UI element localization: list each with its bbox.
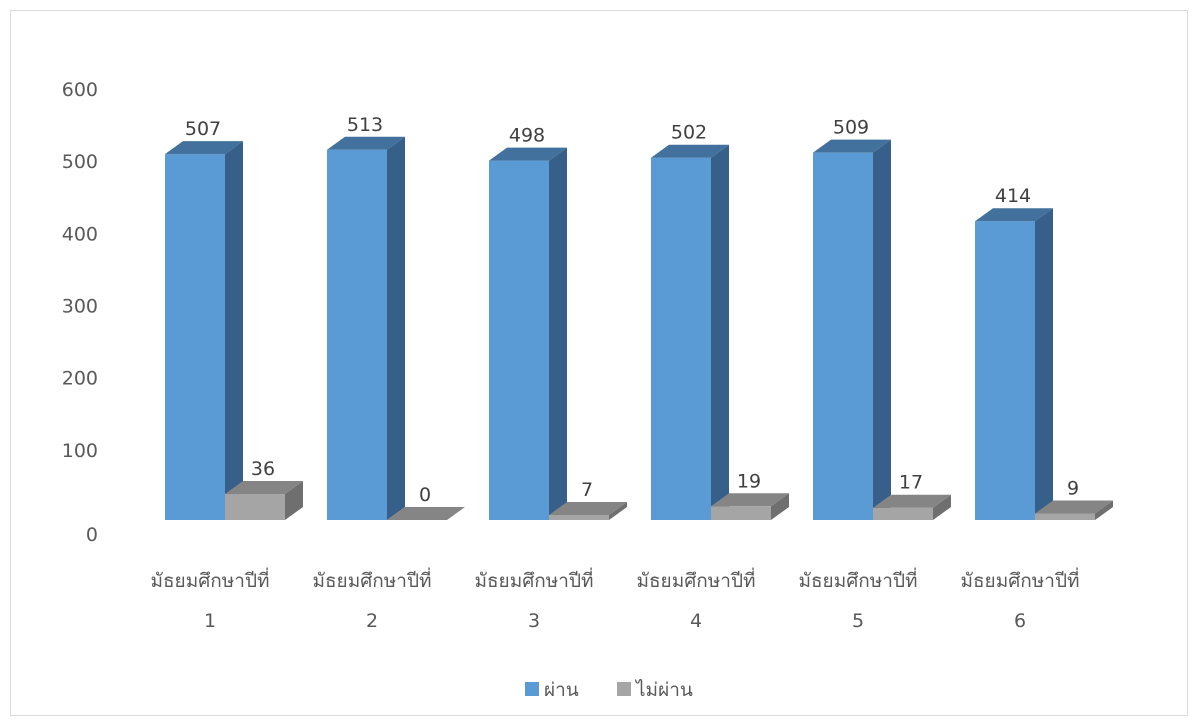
category-label: มัธยมศึกษาปีที่ [636, 567, 755, 592]
category-number: 1 [204, 610, 216, 632]
bar-pass [165, 154, 225, 521]
bar-side-pass [387, 136, 405, 520]
bar-side-fail [933, 494, 951, 520]
y-tick-label: 300 [62, 296, 98, 318]
bar-top-fail [225, 481, 303, 495]
bar-side-fail [771, 493, 789, 520]
bar-top-fail [387, 507, 465, 520]
data-label: 7 [581, 479, 593, 501]
y-tick-label: 600 [62, 79, 98, 101]
bar-top-fail [1035, 500, 1113, 514]
data-label: 0 [419, 484, 431, 506]
y-tick-label: 500 [62, 151, 98, 173]
data-label: 414 [995, 185, 1031, 207]
bar-top-fail [873, 494, 951, 508]
bar-top-pass [813, 139, 891, 153]
category-label: มัธยมศึกษาปีที่ [150, 567, 269, 592]
bar-side-fail [1095, 500, 1113, 520]
bar-side-fail [285, 481, 303, 520]
data-label: 498 [509, 125, 545, 147]
category-number: 5 [852, 610, 864, 632]
category-number: 2 [366, 610, 378, 632]
category-number: 4 [690, 610, 702, 632]
y-tick-label: 400 [62, 223, 98, 245]
bar-fail [549, 514, 609, 520]
bar-top-fail [549, 501, 627, 515]
bar-pass [813, 152, 873, 520]
category-label: มัธยมศึกษาปีที่ [474, 567, 593, 592]
data-label: 513 [347, 114, 383, 136]
data-label: 19 [737, 470, 761, 492]
data-label: 9 [1067, 478, 1079, 500]
bar-side-pass [1035, 208, 1053, 521]
data-label: 36 [251, 458, 275, 480]
bar-side-pass [873, 139, 891, 520]
bar-fail [711, 506, 771, 520]
y-tick-label: 0 [86, 524, 98, 546]
legend-label: ไม่ผ่าน [634, 679, 693, 701]
bar-pass [975, 221, 1035, 521]
bar-side-pass [225, 141, 243, 521]
category-number: 6 [1014, 610, 1026, 632]
bar-side-pass [549, 147, 567, 521]
data-label: 502 [671, 122, 707, 144]
legend-swatch-pass [525, 682, 539, 696]
category-number: 3 [528, 610, 540, 632]
bar-top-pass [651, 144, 729, 158]
bar-top-pass [489, 147, 567, 161]
bar-top-fail [711, 493, 789, 507]
bar-top-pass [975, 208, 1053, 222]
bar-pass [489, 160, 549, 521]
category-label: มัธยมศึกษาปีที่ [312, 567, 431, 592]
bar-fail [1035, 513, 1095, 520]
bar-pass [651, 157, 711, 520]
data-label: 507 [185, 118, 221, 140]
y-tick-label: 100 [62, 440, 98, 462]
bar-side-pass [711, 144, 729, 520]
data-label: 509 [833, 117, 869, 139]
category-label: มัธยมศึกษาปีที่ [960, 567, 1079, 592]
category-label: มัธยมศึกษาปีที่ [798, 567, 917, 592]
bar-fail [225, 494, 285, 520]
legend-swatch-fail [617, 682, 631, 696]
legend-label: ผ่าน [544, 679, 579, 701]
y-tick-label: 200 [62, 368, 98, 390]
bar-fail [873, 507, 933, 520]
bar-top-pass [165, 141, 243, 155]
bar-top-pass [327, 136, 405, 150]
data-label: 17 [899, 472, 923, 494]
bar-side-fail [609, 501, 627, 520]
bar-pass [327, 149, 387, 520]
